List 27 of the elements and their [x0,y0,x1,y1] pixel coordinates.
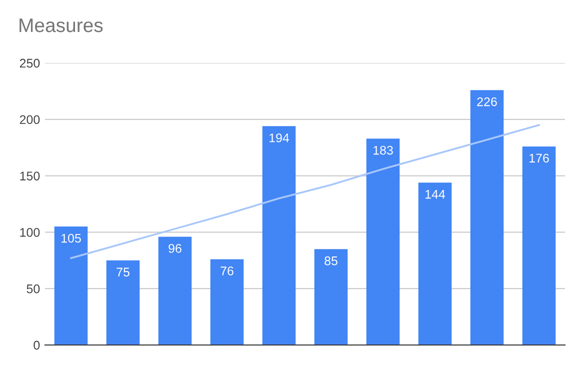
data-label: 194 [270,133,290,142]
data-label: 105 [62,234,81,243]
bar [470,90,504,345]
y-tick-label: 100 [20,228,40,237]
data-label: 226 [477,97,497,106]
data-label: 76 [220,266,234,276]
y-tick-label: 200 [20,115,40,124]
bar [262,126,296,345]
y-tick-label: 0 [34,340,40,350]
bar [522,146,556,345]
bar [54,226,88,345]
bar [210,259,244,345]
data-label: 85 [324,256,338,266]
bar [366,138,400,345]
chart-title: Measures [20,18,103,32]
bar [106,260,140,345]
data-label: 183 [374,146,393,155]
bar [418,182,452,345]
data-label: 144 [426,190,446,199]
bar [314,249,348,345]
data-label: 75 [116,268,130,277]
y-tick-label: 50 [26,284,40,294]
data-label: 96 [168,244,182,253]
bar [158,236,192,345]
y-tick-label: 250 [20,58,40,68]
data-label: 176 [530,154,549,163]
y-tick-label: 150 [20,172,40,180]
